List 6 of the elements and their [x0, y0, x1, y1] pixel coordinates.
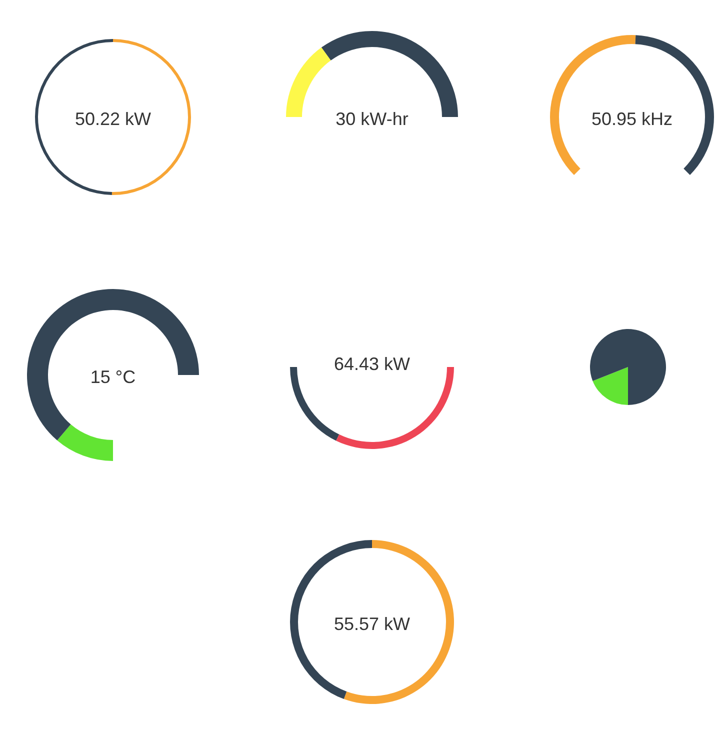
text: 30 kW-hr: [336, 109, 408, 129]
text: 50.95 kHz: [591, 109, 673, 129]
chart-title: 64.43 kW: [334, 354, 410, 374]
text: 50.22 kW: [74, 109, 152, 129]
text: 55.57 kW: [334, 614, 410, 634]
text: 15 °C: [90, 367, 136, 387]
